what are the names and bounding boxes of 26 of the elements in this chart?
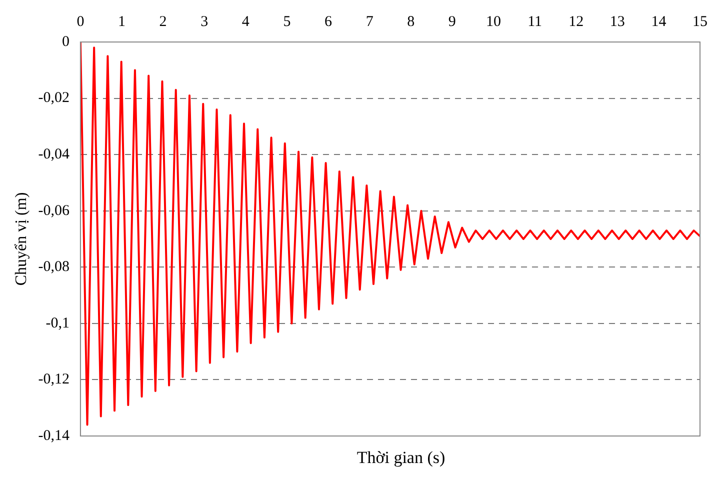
y-tick-label: -0,08 [38,259,70,276]
y-tick-label: -0,14 [38,428,70,444]
x-tick-label: 13 [610,14,625,30]
y-tick-label: -0,04 [38,146,70,163]
x-tick-label: 3 [200,14,208,30]
y-tick-label: -0,06 [38,202,70,219]
y-tick-label: -0,1 [46,315,70,332]
x-tick-label: 14 [651,14,667,30]
x-tick-label: 6 [324,14,333,30]
x-tick-label: 15 [692,14,708,30]
x-tick-label: 4 [242,14,250,30]
x-tick-label: 0 [76,14,84,30]
x-tick-label: 8 [407,14,415,30]
x-tick-label: 9 [448,14,456,30]
x-tick-label: 7 [366,14,374,30]
y-axis-title: Chuyển vị (m) [12,192,30,286]
x-tick-label: 5 [283,14,291,30]
x-tick-label: 10 [486,14,501,30]
y-tick-label: -0,12 [38,372,70,388]
y-tick-label: -0,02 [38,90,70,106]
x-tick-label: 11 [528,14,542,30]
x-tick-label: 1 [118,14,126,30]
x-axis-title: Thời gian (s) [356,448,446,468]
x-tick-label: 2 [159,14,167,30]
y-tick-label: 0 [62,34,70,50]
x-tick-label: 12 [568,14,584,30]
